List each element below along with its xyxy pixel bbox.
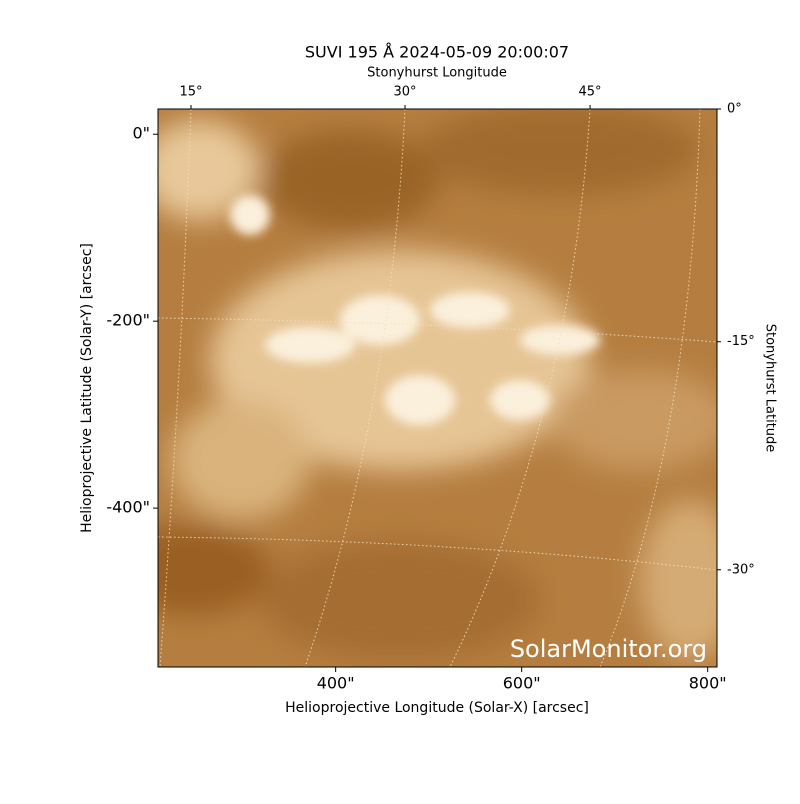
x2-tick-label: 15° xyxy=(179,85,202,100)
x-tick-label: 800" xyxy=(689,674,727,693)
x-tick-label: 600" xyxy=(503,674,541,693)
x-tick-label: 400" xyxy=(317,674,355,693)
y2-tick-label: 0° xyxy=(727,102,742,117)
chart-title: SUVI 195 Å 2024-05-09 20:00:07 xyxy=(305,43,569,62)
plot-frame xyxy=(157,108,718,668)
y2-tick-label: -15° xyxy=(727,334,755,349)
x2-tick-label: 30° xyxy=(394,85,417,100)
watermark: SolarMonitor.org xyxy=(510,635,707,663)
y-tick-label: -400" xyxy=(106,498,150,517)
y-tick-label: -200" xyxy=(106,311,150,330)
solar-image xyxy=(158,109,717,667)
y-tick-label: 0" xyxy=(132,124,150,143)
y2-tick-label: -30° xyxy=(727,562,755,577)
y-axis-label: Helioprojective Latitude (Solar-Y) [arcs… xyxy=(79,243,95,533)
x2-tick-label: 45° xyxy=(579,85,602,100)
x-axis-label: Helioprojective Longitude (Solar-X) [arc… xyxy=(285,700,589,716)
x2-axis-label: Stonyhurst Longitude xyxy=(367,66,507,81)
y2-axis-label: Stonyhurst Latitude xyxy=(763,324,778,453)
